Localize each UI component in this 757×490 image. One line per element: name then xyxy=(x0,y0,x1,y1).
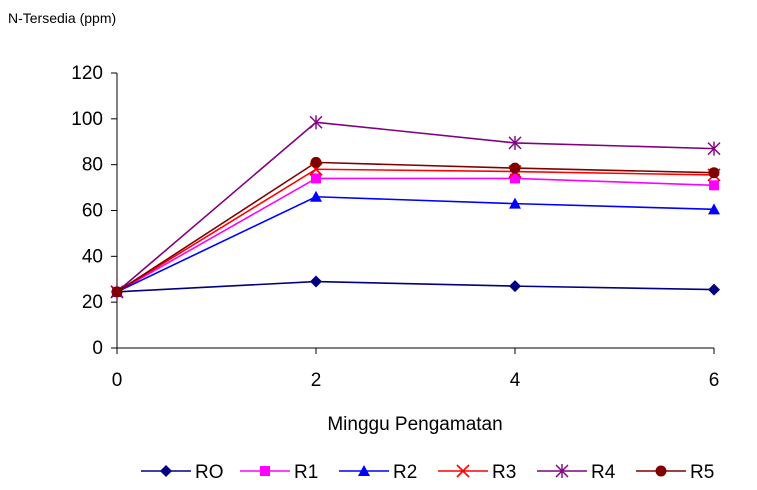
data-point-r5 xyxy=(509,162,521,174)
series-line-r5 xyxy=(116,161,715,293)
x-tick-label: 6 xyxy=(709,370,720,391)
legend-label: R3 xyxy=(492,462,516,483)
legend-item-r2: R2 xyxy=(339,462,417,483)
x-tick-label: 4 xyxy=(510,370,521,391)
series-line-r3 xyxy=(116,168,715,293)
series-r3 xyxy=(110,162,721,299)
legend-label: RO xyxy=(195,462,224,483)
series-layer xyxy=(110,115,721,299)
legend-item-r1: R1 xyxy=(240,462,318,483)
legend-marker xyxy=(260,466,270,476)
data-point-r5 xyxy=(708,167,720,179)
legend: RO R1 R2 R3 R4 R5 xyxy=(141,462,714,483)
legend-item-r5: R5 xyxy=(636,462,714,483)
series-line-r4 xyxy=(116,121,715,293)
legend-marker xyxy=(655,465,667,477)
series-ro xyxy=(111,275,720,298)
y-axis-label: N-Tersedia (ppm) xyxy=(8,10,116,26)
legend-item-ro: RO xyxy=(141,462,224,483)
data-point-r2 xyxy=(310,190,322,202)
y-tick-label: 80 xyxy=(82,155,103,176)
data-point-r4 xyxy=(508,135,522,150)
legend-item-r3: R3 xyxy=(438,462,516,483)
series-r5 xyxy=(111,156,720,298)
data-point-r1 xyxy=(510,173,520,184)
data-point-ro xyxy=(310,275,322,288)
data-point-r1 xyxy=(709,180,719,191)
legend-marker xyxy=(456,464,470,478)
series-line-r2 xyxy=(116,195,715,293)
y-tick-label: 20 xyxy=(82,292,103,313)
series-line-ro xyxy=(116,280,715,293)
series-line-r1 xyxy=(116,177,715,293)
y-tick-label: 40 xyxy=(82,246,103,267)
y-tick-label: 120 xyxy=(71,63,103,84)
legend-item-r4: R4 xyxy=(537,462,616,483)
data-point-r4 xyxy=(309,115,323,130)
legend-marker xyxy=(160,465,172,477)
x-tick-label: 2 xyxy=(311,370,322,391)
data-point-r5 xyxy=(310,156,322,168)
y-tick-label: 0 xyxy=(92,338,103,359)
data-point-r4 xyxy=(707,141,721,156)
legend-marker xyxy=(358,465,370,476)
data-point-ro xyxy=(708,283,720,296)
data-point-r1 xyxy=(311,173,321,184)
y-axis: 0 20 40 60 80 100 120 xyxy=(71,63,118,359)
data-point-r5 xyxy=(111,286,123,298)
legend-label: R4 xyxy=(591,462,616,483)
data-point-ro xyxy=(509,280,521,293)
y-tick-label: 100 xyxy=(71,109,103,130)
x-axis-label: Minggu Pengamatan xyxy=(327,414,502,435)
x-tick-label: 0 xyxy=(112,370,123,391)
legend-label: R1 xyxy=(294,462,318,483)
legend-marker xyxy=(555,464,569,478)
x-axis: 0 2 4 6 xyxy=(112,347,720,391)
data-point-r2 xyxy=(509,197,521,209)
legend-label: R2 xyxy=(393,462,417,483)
data-point-r2 xyxy=(708,203,720,215)
y-tick-label: 60 xyxy=(82,201,103,222)
legend-label: R5 xyxy=(690,462,714,483)
